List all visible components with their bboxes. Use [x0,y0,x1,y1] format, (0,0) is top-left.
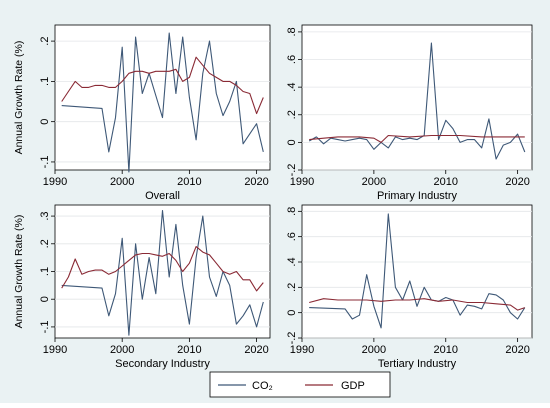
x-tick-label: 2000 [110,344,134,356]
y-tick-label: .8 [286,207,298,216]
y-tick-label: .2 [286,283,298,292]
y-tick-label: -.1 [39,156,51,169]
y-tick-label: 0 [39,119,51,125]
chart-panel-3: -.1 0 .1 .2 .3 1990 2000 2010 2020 Secondary Indu… [13,204,271,370]
series-line-co2 [308,42,526,160]
y-tick-label: .2 [286,110,298,119]
plot-area [301,24,533,171]
y-tick-label: .1 [39,267,51,276]
y-tick-label: -.1 [39,320,51,333]
x-tick-label: 1990 [43,344,67,356]
legend-box [209,371,391,398]
y-tick-label: .2 [39,37,51,46]
y-tick-label: .6 [286,55,298,64]
series-line-gdp [309,298,525,311]
x-tick-label: 2010 [177,176,201,188]
series-line-gdp [309,134,525,143]
series-line-co2 [61,209,264,336]
x-tick-label: 2010 [434,344,458,356]
x-tick-label: 2000 [110,176,134,188]
y-tick-label: 0 [286,139,298,145]
x-tick-label: 2020 [505,176,529,188]
y-tick-label: .4 [286,257,298,266]
y-axis-label: Annual Growth Rate (%) [13,41,25,155]
x-tick-label: 2020 [505,344,529,356]
legend-label: GDP [341,380,365,392]
y-tick-label: .2 [39,239,51,248]
y-tick-label: -.2 [286,164,298,177]
panel-title: Primary Industry [377,190,458,202]
x-tick-label: 2020 [244,344,268,356]
plot-area [54,24,271,171]
chart-panel-2: -.2 0 .2 .4 .6 .8 1990 2000 2010 2020 Primary Indu… [286,24,533,202]
x-tick-label: 1990 [43,176,67,188]
y-tick-label: .8 [286,27,298,36]
x-tick-label: 2000 [362,176,386,188]
x-tick-label: 2010 [177,344,201,356]
x-tick-label: 2020 [244,176,268,188]
y-tick-label: .3 [39,211,51,220]
y-tick-label: .4 [286,83,298,92]
x-tick-label: 1990 [290,344,314,356]
x-tick-label: 1990 [290,176,314,188]
series-line-gdp [61,246,264,292]
panel-title: Overall [145,190,180,202]
plot-area [301,204,533,339]
y-axis-label: Annual Growth Rate (%) [13,215,25,329]
y-tick-label: .1 [39,77,51,86]
panel-title: Secondary Industry [115,358,210,370]
x-tick-label: 2000 [362,344,386,356]
chart-panel-1: -.1 0 .1 .2 1990 2000 2010 2020 Overall Annual Gr… [13,24,271,202]
x-tick-label: 2010 [434,176,458,188]
y-tick-label: -.2 [286,332,298,345]
panel-title: Tertiary Industry [378,358,457,370]
y-tick-label: .6 [286,232,298,241]
chart-panel-4: -.2 0 .2 .4 .6 .8 1990 2000 2010 2020 Tertiary Ind… [286,204,533,370]
series-line-gdp [61,56,264,115]
legend-label: CO₂ [252,380,273,392]
legend: CO₂ GDP [209,371,391,398]
y-tick-label: 0 [286,310,298,316]
y-tick-label: 0 [39,296,51,302]
